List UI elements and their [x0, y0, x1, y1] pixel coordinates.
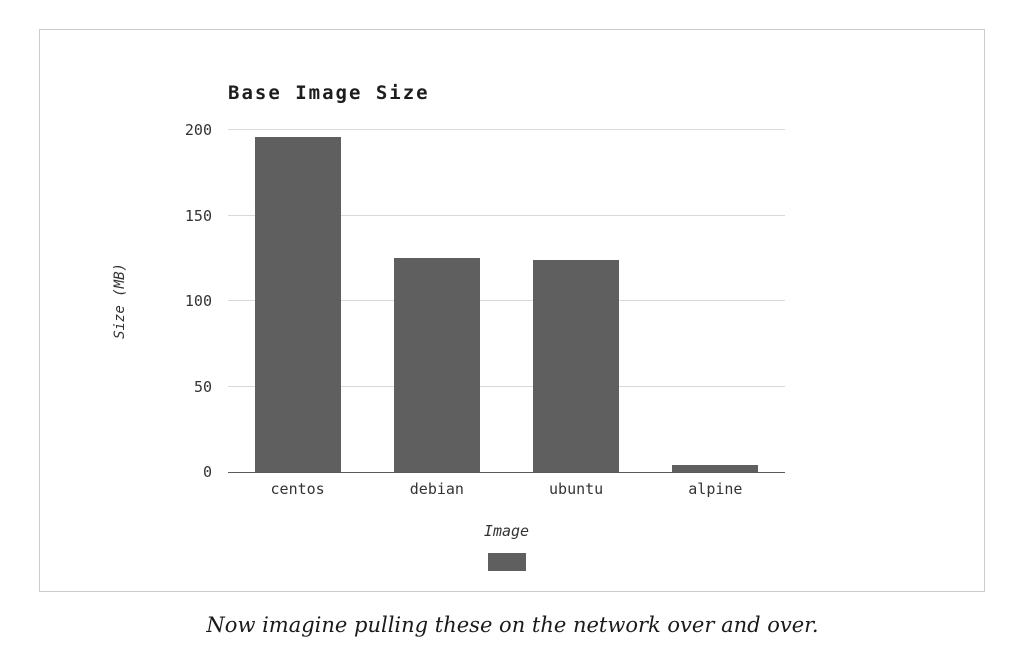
x-axis-labels: centos debian ubuntu alpine: [228, 480, 785, 498]
xtick-label-centos: centos: [270, 480, 325, 498]
ytick-label: 200: [184, 121, 212, 139]
xtick-label-ubuntu: ubuntu: [549, 480, 604, 498]
bar-slot: [228, 130, 367, 472]
gridline: [228, 129, 785, 130]
figure-caption: Now imagine pulling these on the network…: [206, 613, 819, 637]
bar-ubuntu: [533, 259, 620, 472]
ytick-label: 0: [202, 463, 212, 481]
gridline: [228, 300, 785, 301]
bar-debian: [393, 258, 480, 472]
chart-panel: Base Image Size Size (MB) 0 50 100 150 200 c…: [39, 29, 985, 592]
bar-slot: [367, 130, 506, 472]
xtick-label-debian: debian: [409, 480, 464, 498]
xtick-label-alpine: alpine: [688, 480, 743, 498]
bar-slot: [646, 130, 785, 472]
chart-title: Base Image Size: [228, 82, 430, 104]
bars-row: [228, 130, 785, 472]
gridline: [228, 385, 785, 387]
bar-slot: [507, 130, 646, 472]
plot-area: [228, 129, 785, 473]
y-axis-ticks: 0 50 100 150 200: [40, 121, 212, 481]
legend-swatch: [487, 553, 526, 571]
ytick-label: 100: [184, 292, 212, 310]
ytick-label: 50: [193, 377, 212, 396]
bar-alpine: [672, 465, 759, 472]
x-axis-title: Image: [483, 522, 530, 540]
bar-centos: [254, 136, 341, 472]
ytick-label: 150: [184, 206, 212, 225]
gridline: [228, 214, 785, 216]
legend: [228, 553, 785, 571]
